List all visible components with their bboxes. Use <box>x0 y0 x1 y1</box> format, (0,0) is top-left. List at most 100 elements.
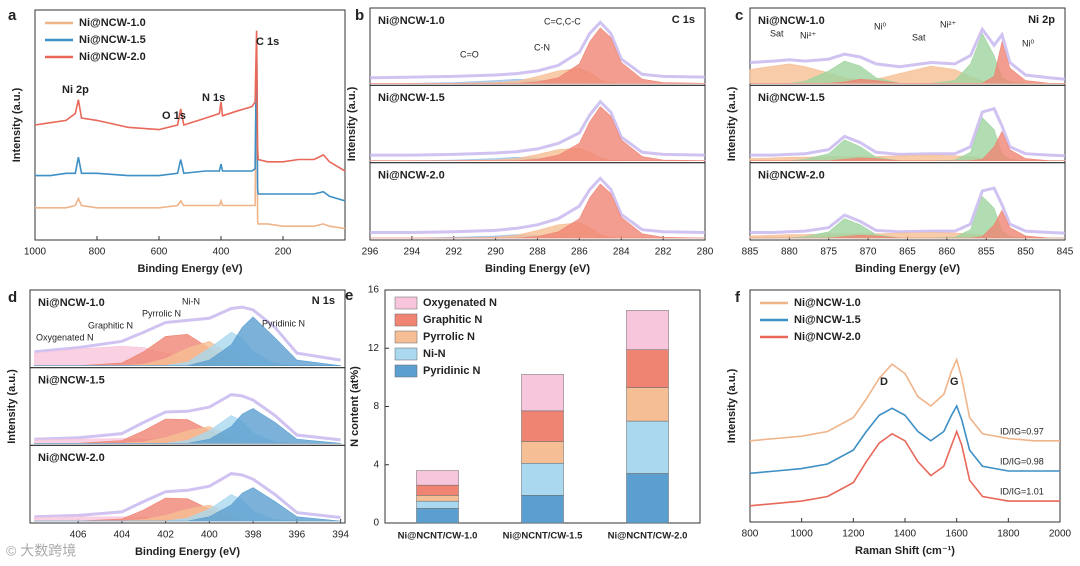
panel-letter: d <box>8 289 17 306</box>
envelope-line <box>370 176 706 234</box>
envelope-line <box>750 186 1066 235</box>
component-area <box>33 316 342 367</box>
x-tick-label: 290 <box>487 247 504 258</box>
annotation: Ni 2p <box>1028 14 1055 26</box>
annotation: Sat <box>912 32 926 42</box>
sample-label: Ni@NCW-1.5 <box>378 92 445 104</box>
y-axis-label: Intensity (a.u.) <box>346 86 358 161</box>
y-axis-label: N content (at%) <box>349 366 361 447</box>
x-tick-label: 200 <box>275 247 292 258</box>
y-tick-label: 8 <box>373 401 379 412</box>
x-tick-label: 398 <box>245 530 262 541</box>
annotation: N 1s <box>202 92 225 104</box>
x-axis-label: Binding Energy (eV) <box>485 263 590 275</box>
series-line <box>34 30 346 172</box>
y-tick-label: 16 <box>368 285 380 296</box>
x-tick-label: 800 <box>742 529 759 540</box>
x-tick-label: 870 <box>860 247 877 258</box>
x-tick-label: 288 <box>529 247 546 258</box>
x-tick-label: 2000 <box>1049 529 1072 540</box>
x-tick-label: 865 <box>899 247 916 258</box>
sample-label: Ni@NCW-1.5 <box>758 92 825 104</box>
sample-label: Ni@NCW-2.0 <box>378 170 445 182</box>
annotation: C-N <box>534 42 550 52</box>
x-tick-label: 880 <box>781 247 798 258</box>
x-tick-label: 1000 <box>24 247 47 258</box>
envelope-line <box>750 106 1066 158</box>
y-axis-label: Intensity (a.u.) <box>6 369 18 444</box>
annotation: Pyridinic N <box>262 318 305 328</box>
x-axis-label: Binding Energy (eV) <box>855 263 960 275</box>
envelope-line <box>369 20 706 80</box>
x-tick-label: 400 <box>213 247 230 258</box>
x-tick-label: Ni@NCNT/CW-1.5 <box>503 531 584 542</box>
series-line <box>35 44 346 230</box>
annotation: C 1s <box>256 36 279 48</box>
annotation: Oxygenated N <box>36 332 94 342</box>
x-tick-label: 875 <box>820 247 837 258</box>
y-axis-label: Intensity (a.u.) <box>726 86 738 161</box>
x-tick-label: 1600 <box>946 529 969 540</box>
x-tick-label: 294 <box>404 247 421 258</box>
x-tick-label: 1200 <box>842 529 865 540</box>
series-line <box>749 404 1060 475</box>
panel-letter: b <box>355 7 364 24</box>
x-tick-label: 845 <box>1057 247 1074 258</box>
panel-letter: f <box>735 289 741 306</box>
component-area <box>369 27 706 84</box>
x-tick-label: Ni@NCNT/CW-2.0 <box>608 531 688 542</box>
x-tick-label: 1800 <box>997 529 1020 540</box>
annotation: ID/IG=0.97 <box>1000 426 1044 436</box>
x-tick-label: 284 <box>613 247 630 258</box>
x-tick-label: 404 <box>114 530 131 541</box>
bar-segment <box>416 500 459 509</box>
annotation: Ni 2p <box>62 84 89 96</box>
watermark: © 大数跨境 <box>6 543 76 559</box>
plot-frame <box>29 444 346 524</box>
component-area <box>749 130 1066 161</box>
bar-segment <box>521 374 564 412</box>
bar-segment <box>521 410 564 442</box>
x-tick-label: 860 <box>939 247 956 258</box>
series-line <box>749 357 1060 442</box>
x-tick-label: 600 <box>151 247 168 258</box>
sample-label: Ni@NCW-1.0 <box>378 15 445 27</box>
annotation: Ni⁰ <box>874 21 886 31</box>
annotation: Ni²⁺ <box>940 19 956 29</box>
annotation: C=C,C-C <box>544 16 581 26</box>
envelope-line <box>34 393 341 442</box>
legend-label: Ni-N <box>423 348 446 360</box>
envelope-line <box>34 305 341 362</box>
bar-segment <box>626 473 669 524</box>
x-tick-label: 396 <box>289 530 306 541</box>
sample-label: Ni@NCW-1.0 <box>758 15 825 27</box>
y-tick-label: 12 <box>368 343 380 354</box>
legend-label: Pyridinic N <box>423 365 481 377</box>
bar-segment <box>626 349 669 388</box>
bar-segment <box>626 420 669 474</box>
component-area <box>750 209 1065 239</box>
legend-label: Oxygenated N <box>423 297 497 309</box>
legend-label: Ni@NCW-1.0 <box>794 297 861 309</box>
sample-label: Ni@NCW-1.0 <box>38 297 105 309</box>
x-tick-label: 850 <box>1017 247 1034 258</box>
annotation: Ni²⁺ <box>800 30 816 40</box>
x-tick-label: 1400 <box>894 529 917 540</box>
annotation: C=O <box>460 49 479 59</box>
component-area <box>370 183 706 239</box>
annotation: D <box>880 376 888 388</box>
x-tick-label: 282 <box>655 247 672 258</box>
legend-label: Ni@NCW-1.5 <box>79 34 146 46</box>
x-axis-label: Binding Energy (eV) <box>137 263 242 275</box>
annotation: ID/IG=1.01 <box>1000 486 1044 496</box>
y-tick-label: 0 <box>373 518 379 529</box>
sample-label: Ni@NCW-1.5 <box>38 375 105 387</box>
legend-swatch <box>394 296 418 310</box>
legend-label: Ni@NCW-1.0 <box>79 17 146 29</box>
annotation: G <box>950 376 959 388</box>
component-area <box>749 40 1066 84</box>
annotation: Ni-N <box>182 296 200 306</box>
x-tick-label: 280 <box>697 247 714 258</box>
bar-segment <box>521 441 564 464</box>
